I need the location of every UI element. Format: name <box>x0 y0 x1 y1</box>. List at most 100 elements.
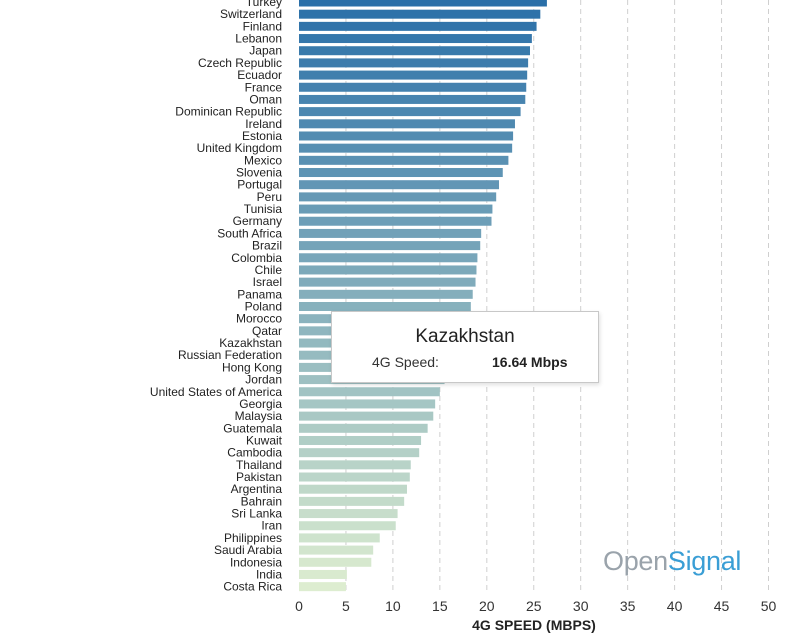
x-tick-label: 40 <box>667 598 683 614</box>
bar[interactable] <box>299 533 380 543</box>
x-tick-label: 25 <box>526 598 542 614</box>
category-label: United Kingdom <box>197 141 282 155</box>
bar[interactable] <box>299 411 434 421</box>
bar[interactable] <box>299 387 440 397</box>
category-label: Tunisia <box>244 202 283 216</box>
bar[interactable] <box>299 253 478 263</box>
bar[interactable] <box>299 277 476 287</box>
bar[interactable] <box>299 21 537 31</box>
bar[interactable] <box>299 241 481 251</box>
category-label: Ireland <box>245 117 282 131</box>
x-tick-label: 45 <box>714 598 730 614</box>
bar[interactable] <box>299 228 482 238</box>
category-label: Israel <box>253 275 282 289</box>
category-label: Hong Kong <box>222 360 282 374</box>
bar[interactable] <box>299 180 500 190</box>
category-label: Turkey <box>246 0 282 9</box>
x-tick-label: 35 <box>620 598 636 614</box>
bars <box>299 0 547 592</box>
category-label: Sri Lanka <box>231 507 282 521</box>
bar[interactable] <box>299 9 541 19</box>
category-label: Cambodia <box>227 446 282 460</box>
category-label: Argentina <box>231 482 283 496</box>
x-axis-title: 4G SPEED (MBPS) <box>472 617 596 633</box>
bar[interactable] <box>299 131 514 141</box>
tooltip: Kazakhstan 4G Speed: 16.64 Mbps <box>331 311 599 383</box>
category-label: Czech Republic <box>198 56 282 70</box>
category-label: India <box>256 567 282 581</box>
bar[interactable] <box>299 496 405 506</box>
category-label: Poland <box>245 300 282 314</box>
category-label: Ecuador <box>237 68 282 82</box>
category-label: Mexico <box>244 153 282 167</box>
opensignal-logo: OpenSignal <box>603 546 741 577</box>
category-label: Peru <box>257 190 282 204</box>
bar[interactable] <box>299 435 422 445</box>
category-label: Switzerland <box>220 7 282 21</box>
bar[interactable] <box>299 423 428 433</box>
bar[interactable] <box>299 155 509 165</box>
category-label: Guatemala <box>223 421 282 435</box>
bar[interactable] <box>299 70 528 80</box>
bar[interactable] <box>299 484 407 494</box>
bar[interactable] <box>299 460 411 470</box>
bar[interactable] <box>299 265 477 275</box>
x-tick-labels: 0 5 10 15 20 25 30 35 40 45 50 <box>295 598 776 614</box>
x-tick-label: 0 <box>295 598 303 614</box>
bar[interactable] <box>299 204 493 214</box>
bar[interactable] <box>299 82 527 92</box>
category-label: Lebanon <box>235 32 282 46</box>
category-label: South Africa <box>217 226 282 240</box>
category-label: Brazil <box>252 239 282 253</box>
category-label: Estonia <box>242 129 282 143</box>
bar[interactable] <box>299 302 471 311</box>
category-label: Japan <box>249 44 282 58</box>
bar[interactable] <box>299 46 530 56</box>
x-tick-label: 20 <box>479 598 495 614</box>
category-label: Thailand <box>236 458 282 472</box>
category-label: Saudi Arabia <box>214 543 282 557</box>
bar[interactable] <box>299 58 529 68</box>
category-label: United States of America <box>150 385 282 399</box>
category-label: Malaysia <box>235 409 283 423</box>
tooltip-label: 4G Speed: <box>372 354 439 370</box>
bar[interactable] <box>299 472 410 482</box>
category-label: Kuwait <box>246 433 283 447</box>
category-label: Chile <box>255 263 283 277</box>
tooltip-title: Kazakhstan <box>415 326 515 347</box>
bar[interactable] <box>299 0 547 7</box>
category-label: Costa Rica <box>223 580 282 594</box>
category-label: Finland <box>243 19 282 33</box>
bar[interactable] <box>299 521 396 531</box>
category-label: Dominican Republic <box>175 105 282 119</box>
bar[interactable] <box>299 509 398 519</box>
category-label: France <box>245 80 283 94</box>
category-label: Philippines <box>224 531 282 545</box>
bar[interactable] <box>299 448 420 458</box>
bar[interactable] <box>299 94 526 104</box>
bar[interactable] <box>299 557 372 567</box>
bar[interactable] <box>299 289 473 299</box>
bar[interactable] <box>299 107 521 117</box>
bar[interactable] <box>299 119 515 129</box>
x-tick-label: 5 <box>342 598 350 614</box>
bar[interactable] <box>299 216 492 226</box>
bar[interactable] <box>299 192 497 202</box>
bar[interactable] <box>299 143 513 153</box>
category-label: Bahrain <box>241 494 282 508</box>
bar[interactable] <box>299 34 532 44</box>
category-label: Iran <box>261 519 282 533</box>
x-tick-label: 30 <box>573 598 589 614</box>
category-label: Portugal <box>237 178 282 192</box>
x-tick-label: 50 <box>761 598 777 614</box>
bar[interactable] <box>299 569 347 579</box>
category-label: Panama <box>237 287 282 301</box>
bar[interactable] <box>299 399 436 409</box>
bar[interactable] <box>299 545 374 555</box>
category-label: Germany <box>233 214 282 228</box>
bar[interactable] <box>299 168 503 178</box>
bar[interactable] <box>299 582 346 592</box>
category-label: Georgia <box>239 397 282 411</box>
category-label: Russian Federation <box>178 348 282 362</box>
category-label: Oman <box>249 92 282 106</box>
